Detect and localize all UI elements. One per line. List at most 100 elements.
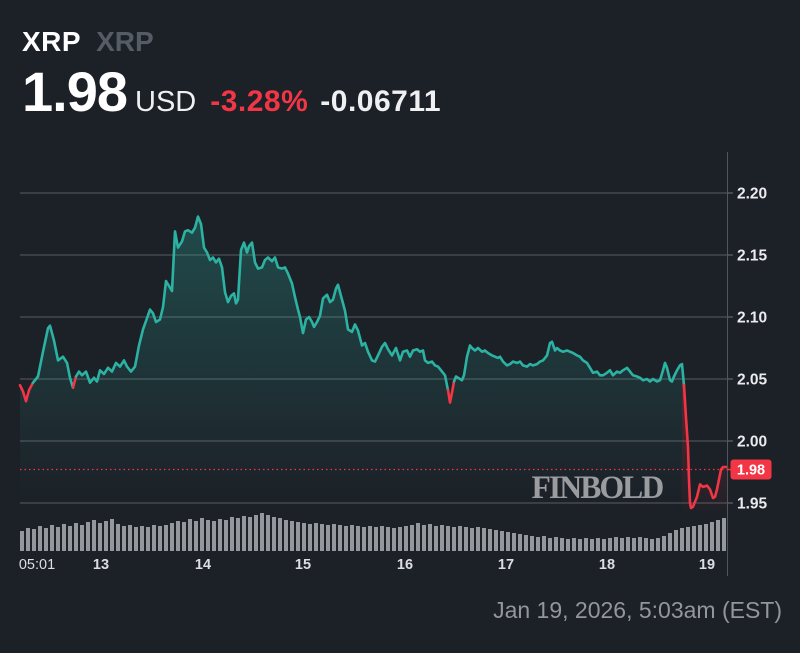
- y-axis-label: 2.05: [737, 372, 768, 389]
- volume-bar: [398, 527, 402, 551]
- volume-bar: [482, 528, 486, 551]
- volume-bar: [272, 517, 276, 551]
- volume-bar: [128, 525, 132, 551]
- volume-bar: [410, 525, 414, 551]
- volume-bar: [368, 526, 372, 551]
- price-line-down-segment: [71, 375, 78, 390]
- volume-bar: [134, 527, 138, 551]
- volume-bar: [356, 526, 360, 551]
- volume-bar: [32, 529, 36, 551]
- x-axis-label: 16: [397, 557, 413, 573]
- volume-bar: [440, 525, 444, 551]
- volume-bar: [602, 539, 606, 551]
- volume-bar: [584, 538, 588, 551]
- volume-bar: [710, 522, 714, 551]
- price-line-down-segment: [682, 383, 729, 510]
- volume-bar: [320, 524, 324, 551]
- volume-bar: [542, 536, 546, 551]
- y-axis-label: 2.20: [737, 186, 767, 203]
- volume-bar: [68, 526, 72, 551]
- volume-bar: [638, 537, 642, 551]
- volume-bar: [104, 521, 108, 551]
- volume-bar: [416, 523, 420, 551]
- volume-bar: [488, 529, 492, 551]
- volume-bar: [116, 524, 120, 551]
- x-axis-label: 05:01: [19, 557, 55, 573]
- current-price-badge-label: 1.98: [737, 463, 765, 479]
- y-axis-label: 2.10: [737, 310, 767, 327]
- volume-bar: [686, 527, 690, 551]
- volume-bar: [572, 538, 576, 551]
- volume-bar: [404, 526, 408, 551]
- volume-bar: [254, 515, 258, 551]
- y-axis-label: 2.15: [737, 248, 768, 265]
- volume-bar: [470, 528, 474, 551]
- price-line-up-segment: [452, 340, 686, 387]
- volume-bar: [608, 538, 612, 551]
- y-axis-label: 1.95: [737, 496, 768, 513]
- volume-bar: [200, 518, 204, 551]
- volume-bar: [680, 528, 684, 551]
- volume-bar: [446, 526, 450, 551]
- volume-bar: [458, 526, 462, 551]
- price-value: 1.98: [22, 60, 128, 123]
- volume-bar: [620, 538, 624, 551]
- volume-bar: [434, 526, 438, 551]
- volume-bar: [590, 539, 594, 551]
- quote-header: XRP XRP 1.98 USD -3.28% -0.06711: [22, 26, 441, 120]
- volume-bar: [380, 526, 384, 551]
- finbold-watermark: FINBOLD: [531, 470, 664, 506]
- volume-bar: [266, 515, 270, 551]
- volume-bar: [668, 533, 672, 551]
- volume-bar: [548, 538, 552, 551]
- volume-bar: [236, 518, 240, 551]
- volume-bar: [56, 527, 60, 551]
- volume-bar: [704, 524, 708, 551]
- volume-bar: [326, 525, 330, 551]
- volume-bar: [722, 518, 726, 551]
- volume-bar: [386, 527, 390, 551]
- volume-bar: [50, 525, 54, 551]
- price-line-down-segment: [446, 380, 456, 404]
- volume-bar: [224, 520, 228, 551]
- volume-bar: [290, 521, 294, 551]
- volume-bar: [176, 521, 180, 551]
- x-axis-label: 14: [195, 557, 211, 573]
- volume-bar: [242, 516, 246, 551]
- price-area-up: [20, 216, 682, 511]
- price-change-absolute: -0.06711: [320, 85, 442, 118]
- volume-bar: [698, 525, 702, 551]
- x-axis-label: 13: [93, 557, 109, 573]
- price-change-percent: -3.28%: [210, 85, 309, 118]
- volume-bar: [350, 525, 354, 551]
- volume-bar: [554, 537, 558, 551]
- volume-bar: [362, 527, 366, 551]
- volume-bar: [230, 517, 234, 551]
- volume-bar: [194, 521, 198, 551]
- volume-bar: [338, 525, 342, 551]
- volume-bar: [518, 534, 522, 551]
- volume-bar: [146, 527, 150, 551]
- x-axis-label: 19: [699, 557, 715, 573]
- volume-bar: [476, 527, 480, 551]
- price-line-up-segment: [74, 215, 450, 392]
- price-currency: USD: [135, 86, 197, 118]
- volume-bar: [74, 523, 78, 551]
- volume-bar: [344, 526, 348, 551]
- volume-bar: [164, 525, 168, 551]
- volume-bar: [560, 538, 564, 551]
- volume-bar: [20, 531, 24, 551]
- x-axis-label: 17: [498, 557, 514, 573]
- x-axis-label: 15: [295, 557, 311, 573]
- price-line-down-segment: [18, 381, 35, 403]
- volume-bar: [98, 523, 102, 551]
- volume-bar: [452, 527, 456, 551]
- volume-bar: [26, 528, 30, 551]
- volume-bar: [464, 527, 468, 551]
- volume-bar: [530, 536, 534, 551]
- volume-bar: [578, 539, 582, 551]
- volume-bar: [332, 524, 336, 551]
- volume-bar: [170, 523, 174, 551]
- volume-bar: [392, 528, 396, 551]
